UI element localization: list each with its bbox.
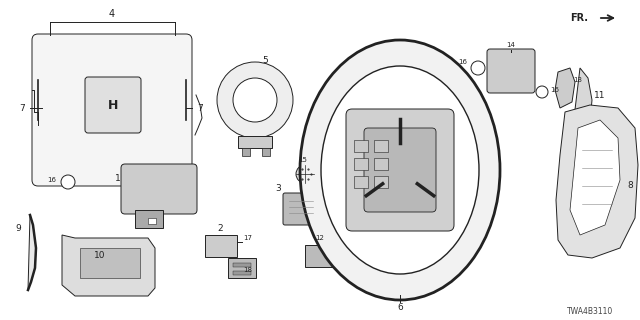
Text: H: H xyxy=(108,99,118,111)
Text: 18: 18 xyxy=(243,267,253,273)
Polygon shape xyxy=(62,235,155,296)
Circle shape xyxy=(536,86,548,98)
Text: 5: 5 xyxy=(262,55,268,65)
Bar xyxy=(374,140,388,152)
Text: 2: 2 xyxy=(217,223,223,233)
Text: 6: 6 xyxy=(397,303,403,313)
Text: 10: 10 xyxy=(94,251,106,260)
Bar xyxy=(205,235,237,257)
Circle shape xyxy=(296,165,314,183)
FancyBboxPatch shape xyxy=(487,49,535,93)
Text: 3: 3 xyxy=(275,183,281,193)
Polygon shape xyxy=(574,68,592,138)
Bar xyxy=(233,271,251,275)
Bar xyxy=(354,158,368,170)
Bar xyxy=(354,140,368,152)
Bar xyxy=(374,176,388,188)
Text: 8: 8 xyxy=(627,180,633,189)
Text: 17: 17 xyxy=(243,235,253,241)
Text: 16: 16 xyxy=(47,177,56,183)
Bar xyxy=(262,148,270,156)
Text: 11: 11 xyxy=(595,91,605,100)
FancyBboxPatch shape xyxy=(85,77,141,133)
Text: 16: 16 xyxy=(458,59,467,65)
Text: 14: 14 xyxy=(507,42,515,48)
Text: 7: 7 xyxy=(197,103,203,113)
Text: 12: 12 xyxy=(316,235,324,241)
Circle shape xyxy=(471,61,485,75)
Bar xyxy=(148,218,156,224)
Text: TWA4B3110: TWA4B3110 xyxy=(567,308,613,316)
Bar xyxy=(80,248,140,278)
Text: FR.: FR. xyxy=(570,13,588,23)
Polygon shape xyxy=(570,120,620,235)
Text: 4: 4 xyxy=(109,9,115,19)
Circle shape xyxy=(61,175,75,189)
FancyBboxPatch shape xyxy=(32,34,192,186)
Text: 15: 15 xyxy=(299,157,307,163)
Text: 9: 9 xyxy=(15,223,21,233)
Bar xyxy=(354,176,368,188)
Polygon shape xyxy=(556,105,638,258)
Text: 7: 7 xyxy=(19,103,25,113)
Text: 1: 1 xyxy=(115,173,121,182)
Ellipse shape xyxy=(300,40,500,300)
Bar xyxy=(233,263,251,267)
Text: 13: 13 xyxy=(573,77,582,83)
FancyBboxPatch shape xyxy=(346,109,454,231)
Polygon shape xyxy=(555,68,575,108)
Circle shape xyxy=(217,62,293,138)
Bar xyxy=(228,258,256,278)
Bar xyxy=(238,136,272,148)
Bar xyxy=(135,210,163,228)
Circle shape xyxy=(233,78,277,122)
FancyBboxPatch shape xyxy=(364,128,436,212)
Text: 16: 16 xyxy=(550,87,559,93)
FancyBboxPatch shape xyxy=(283,193,319,225)
Bar xyxy=(242,148,250,156)
Bar xyxy=(305,245,341,267)
Ellipse shape xyxy=(321,66,479,274)
Polygon shape xyxy=(28,215,36,290)
FancyBboxPatch shape xyxy=(121,164,197,214)
Bar xyxy=(374,158,388,170)
